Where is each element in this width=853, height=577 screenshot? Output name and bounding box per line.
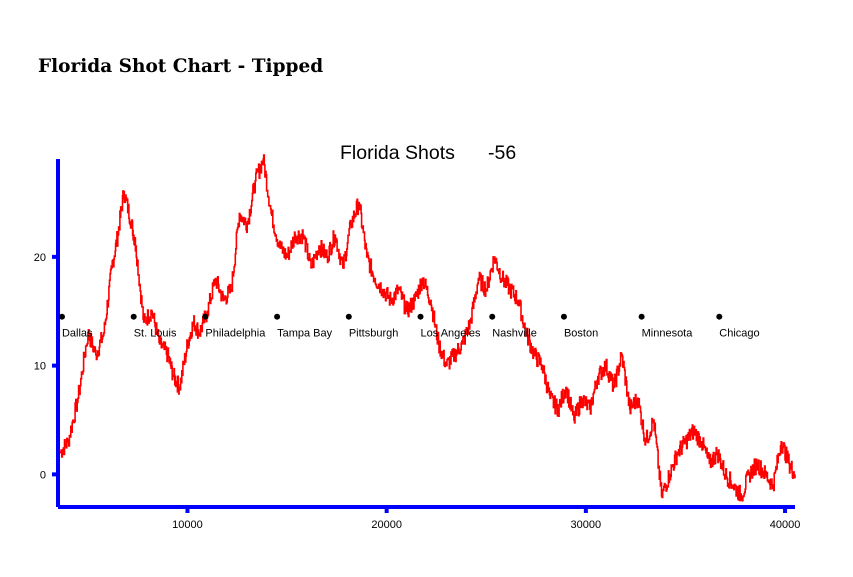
team-marker <box>489 313 496 320</box>
team-label: Minnesota <box>642 328 694 340</box>
page-title: Florida Shot Chart - Tipped <box>38 56 324 77</box>
team-marker <box>560 313 567 320</box>
x-tick-label: 10000 <box>172 519 203 531</box>
team-label: Pittsburgh <box>349 328 399 340</box>
final-value-label: -56 <box>488 142 516 164</box>
team-marker <box>274 313 281 320</box>
team-marker <box>345 313 352 320</box>
team-marker <box>716 313 723 320</box>
team-label: Boston <box>564 328 598 340</box>
plot-area: 0 10 20 10000 20000 30000 40000 Dallas St. Louis… <box>34 154 801 531</box>
x-tick-label: 30000 <box>571 519 602 531</box>
team-marker <box>417 313 424 320</box>
y-tick-label: 10 <box>34 361 46 373</box>
series-line-0 <box>59 154 796 502</box>
x-tick-label: 40000 <box>770 519 801 531</box>
team-label: St. Louis <box>134 328 177 340</box>
team-label: Los Angeles <box>421 328 481 340</box>
chart-title: Florida Shots <box>340 142 455 164</box>
team-marker <box>202 313 209 320</box>
x-tick-label: 20000 <box>371 519 402 531</box>
team-label: Dallas <box>62 328 93 340</box>
team-label: Tampa Bay <box>277 328 333 340</box>
y-tick-label: 20 <box>34 252 46 264</box>
team-marker <box>638 313 645 320</box>
team-label: Nashville <box>492 328 537 340</box>
team-label: Chicago <box>719 328 759 340</box>
team-label: Philadelphia <box>205 328 266 340</box>
team-marker <box>58 313 65 320</box>
team-marker <box>130 313 137 320</box>
y-tick-label: 0 <box>40 469 46 481</box>
